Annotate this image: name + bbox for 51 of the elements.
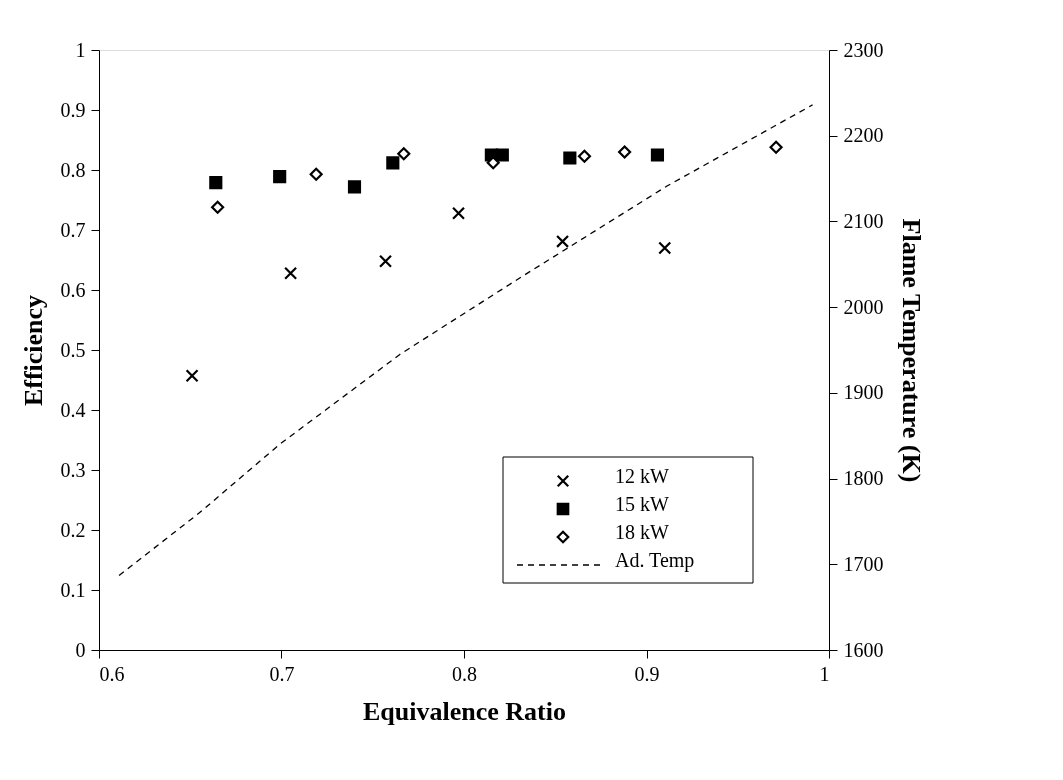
point [650, 148, 665, 162]
x-tick-label: 0.6 [99, 662, 125, 685]
y-tick-label: 0.6 [60, 278, 86, 301]
legend-label: 18 kW [615, 521, 669, 543]
point [618, 145, 632, 159]
legend-label: Ad. Temp [615, 549, 695, 572]
y-axis-title: Efficiency [18, 294, 48, 407]
y-tick-label: 1 [75, 38, 86, 61]
y2-tick-label: 1800 [843, 467, 884, 490]
y2-tick-label: 2200 [843, 124, 884, 147]
point [309, 167, 323, 181]
y-tick-label: 0.2 [60, 518, 86, 541]
line-series [118, 104, 814, 577]
x-axis-title: Equivalence Ratio [363, 696, 566, 726]
y-tick-label: 0.5 [60, 338, 86, 361]
point [495, 148, 509, 162]
point [378, 254, 393, 268]
y2-tick-label: 1900 [843, 381, 884, 404]
y-tick-label: 0.3 [60, 458, 86, 481]
y-tick-label: 0.4 [60, 398, 86, 421]
legend-label: 12 kW [615, 465, 669, 487]
point [658, 241, 672, 255]
y-tick-label: 0.9 [60, 98, 86, 121]
point [451, 206, 466, 220]
point [185, 369, 199, 383]
y2-axis-title: Flame Temperature (K) [896, 218, 926, 483]
y-tick-label: 0.1 [60, 578, 86, 601]
y2-tick-label: 1700 [843, 552, 884, 575]
point [397, 147, 411, 161]
y-tick-label: 0.7 [60, 218, 86, 241]
point [284, 266, 298, 280]
point [577, 149, 592, 163]
x-tick-label: 0.8 [452, 662, 477, 685]
point [211, 200, 225, 214]
point [769, 140, 783, 154]
x-tick-label: 0.9 [634, 662, 660, 685]
y-tick-label: 0 [75, 638, 86, 661]
point [386, 156, 400, 170]
x-tick-label: 0.7 [269, 662, 295, 685]
point [347, 180, 362, 194]
point [209, 176, 223, 190]
x-tick-label: 1 [819, 662, 830, 685]
y-tick-label: 0.8 [60, 158, 86, 181]
point [555, 234, 570, 248]
legend-label: 15 kW [615, 493, 669, 515]
y2-tick-label: 2100 [843, 209, 884, 232]
point [273, 170, 287, 184]
y2-tick-label: 2000 [843, 295, 884, 318]
y2-tick-label: 2300 [843, 38, 884, 61]
y2-tick-label: 1600 [843, 638, 884, 661]
point [563, 151, 577, 165]
